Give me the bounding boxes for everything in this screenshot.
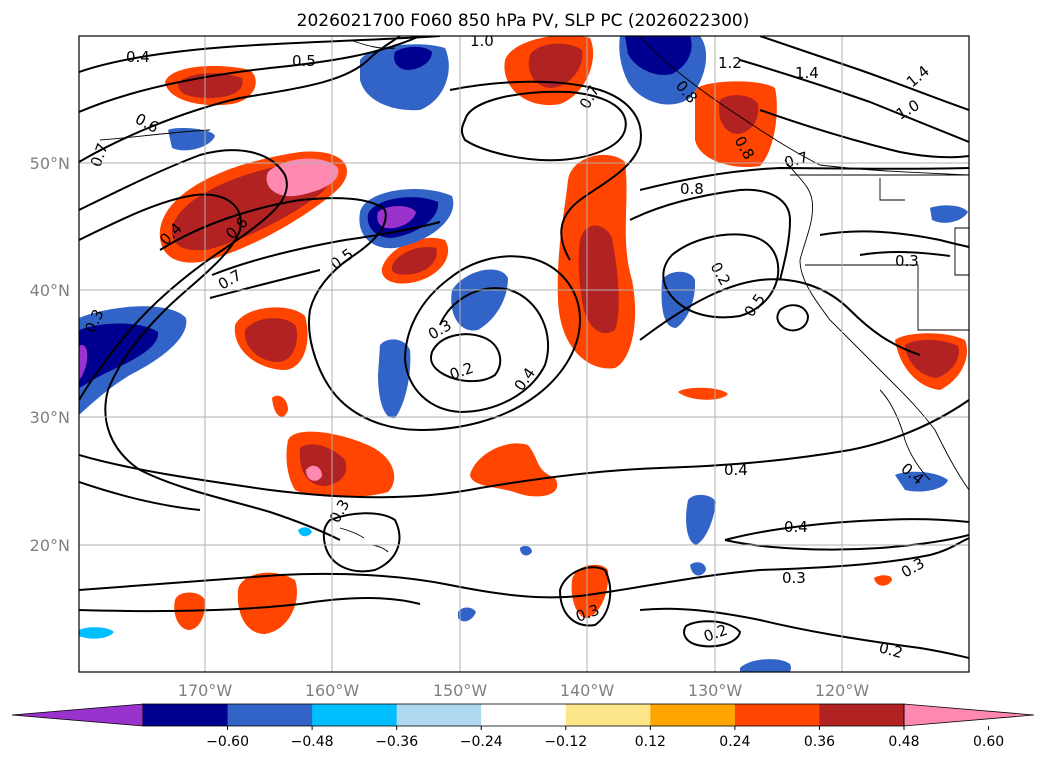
colorbar: −0.60 −0.48 −0.36 −0.24 −0.12 0.12 0.24 0.36 0.4… xyxy=(11,703,1035,750)
pv-anomaly-shading xyxy=(79,36,968,672)
longitude-labels: 170°W 160°W 150°W 140°W 130°W 120°W xyxy=(178,681,870,700)
map-panel-background xyxy=(79,36,969,672)
contour-label: 0.3 xyxy=(895,252,919,270)
pv-positive-region xyxy=(470,443,558,497)
lat-label: 30°N xyxy=(30,408,70,427)
colorbar-bin xyxy=(650,704,736,726)
figure-title: 2026021700 F060 850 hPa PV, SLP PC (2026… xyxy=(297,11,750,31)
lat-label: 40°N xyxy=(30,281,70,300)
colorbar-tick-label: 0.60 xyxy=(973,734,1004,750)
graticule xyxy=(79,36,969,672)
pv-positive-region xyxy=(237,572,297,634)
colorbar-tick-label: −0.12 xyxy=(544,734,587,750)
colorbar-bin xyxy=(481,704,567,726)
lon-label: 140°W xyxy=(560,681,615,700)
contour-label: 0.4 xyxy=(724,461,748,479)
map-frame xyxy=(78,35,970,673)
colorbar-bin xyxy=(227,704,313,726)
colorbar-tick-label: 0.24 xyxy=(719,734,750,750)
colorbar-tick-label: −0.48 xyxy=(291,734,334,750)
colorbar-bin xyxy=(396,704,482,726)
colorbar-tick-label: 0.12 xyxy=(635,734,666,750)
lon-label: 170°W xyxy=(178,681,233,700)
colorbar-bin xyxy=(312,704,398,726)
contour-label: 1.0 xyxy=(470,32,494,50)
colorbar-bin xyxy=(819,704,905,726)
contour-label: 0.4 xyxy=(784,518,808,536)
contour-label: 0.8 xyxy=(680,180,704,198)
contour-label: 0.7 xyxy=(782,148,810,172)
coastlines xyxy=(99,36,969,553)
colorbar-bin xyxy=(143,704,229,726)
contour-label: 0.3 xyxy=(782,569,806,587)
colorbar-tick-label: −0.36 xyxy=(375,734,418,750)
colorbar-extend-high xyxy=(903,703,1035,727)
lon-label: 160°W xyxy=(305,681,360,700)
lat-label: 20°N xyxy=(30,536,70,555)
pv-positive-region xyxy=(571,564,609,618)
latitude-labels: 50°N 40°N 30°N 20°N xyxy=(30,154,70,555)
lon-label: 150°W xyxy=(433,681,488,700)
contour-label: 0.2 xyxy=(877,638,905,662)
colorbar-bin xyxy=(565,704,651,726)
colorbar-frame xyxy=(142,703,905,727)
colorbar-tick-label: −0.60 xyxy=(206,734,249,750)
contour-label: 0.4 xyxy=(126,48,150,66)
colorbar-bin xyxy=(734,704,820,726)
contour-label: 1.2 xyxy=(718,54,742,72)
lon-label: 120°W xyxy=(815,681,870,700)
colorbar-tick-label: 0.48 xyxy=(888,734,919,750)
colorbar-extend-low xyxy=(11,703,144,727)
lon-label: 130°W xyxy=(688,681,743,700)
contour-label: 0.5 xyxy=(292,52,316,70)
lat-label: 50°N xyxy=(30,154,70,173)
contour-label: 1.4 xyxy=(795,64,819,82)
colorbar-tick-label: −0.24 xyxy=(460,734,503,750)
pv-negative-region xyxy=(451,269,508,331)
colorbar-tick-label: 0.36 xyxy=(804,734,835,750)
